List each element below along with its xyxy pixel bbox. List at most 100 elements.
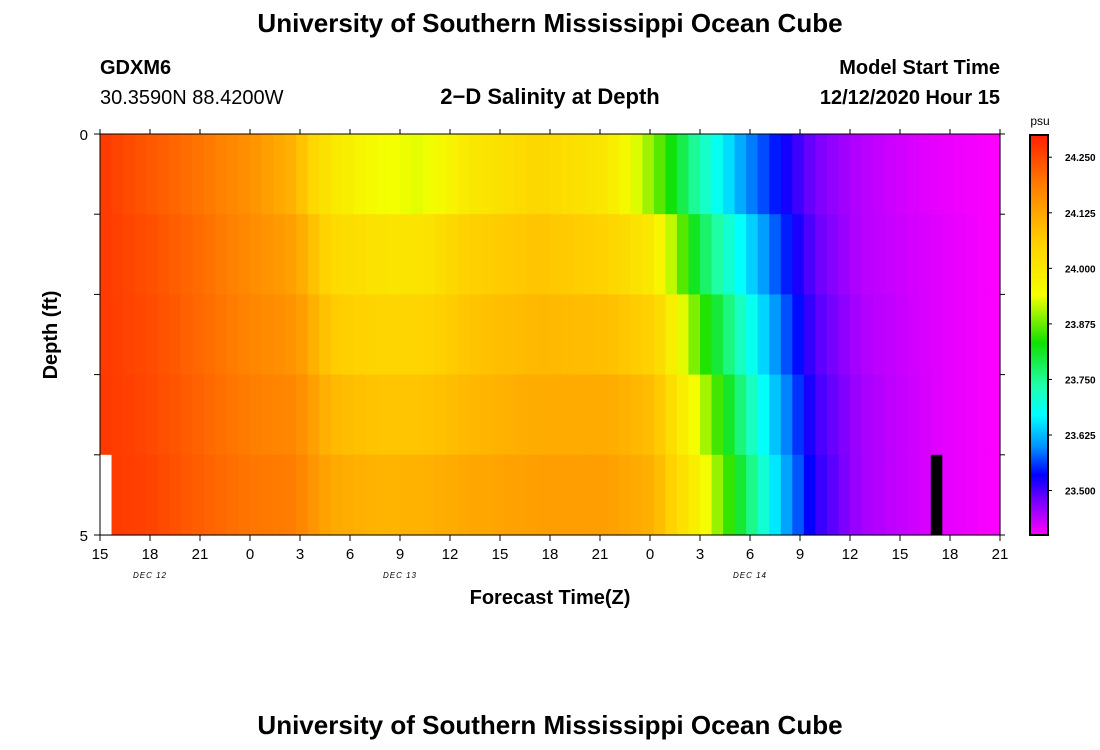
heatmap-cell: [711, 214, 724, 295]
x-tick-label: 21: [592, 546, 609, 563]
heatmap-cell: [919, 214, 932, 295]
heatmap-cell: [769, 214, 782, 295]
model-start-label: Model Start Time: [839, 57, 1000, 79]
heatmap-cell: [261, 134, 274, 215]
heatmap-cell: [238, 214, 251, 295]
heatmap-cell: [261, 214, 274, 295]
heatmap-cell: [642, 134, 655, 215]
x-axis: 15 18 21 0 3 6 9 12 15 18 21 0 3 6 9 12 15 18 21 DEC 12 DEC …: [92, 129, 1008, 580]
heatmap-cell: [100, 214, 113, 295]
heatmap-cell: [307, 454, 320, 536]
heatmap-cell: [746, 214, 759, 295]
heatmap-cell: [965, 134, 978, 215]
heatmap-cell: [930, 374, 943, 456]
heatmap-cell: [792, 454, 805, 536]
heatmap-cell: [215, 214, 228, 295]
heatmap-cell: [273, 214, 286, 295]
heatmap-cell: [734, 294, 747, 376]
heatmap-cell: [561, 454, 574, 536]
heatmap-cell: [492, 294, 505, 376]
heatmap-cell: [757, 454, 770, 536]
heatmap-cell: [492, 454, 505, 536]
heatmap-cell: [400, 294, 413, 376]
heatmap-cell: [411, 374, 424, 456]
heatmap-cell: [250, 374, 263, 456]
y-tick-label: 0: [80, 127, 88, 144]
heatmap-cell: [873, 134, 886, 215]
heatmap-cell: [803, 294, 816, 376]
x-tick-label: 18: [942, 546, 959, 563]
heatmap-cell: [642, 294, 655, 376]
heatmap-cell: [700, 214, 713, 295]
heatmap-cell: [319, 214, 332, 295]
x-tick-label: 9: [796, 546, 804, 563]
heatmap-cell: [642, 374, 655, 456]
heatmap-cell: [250, 294, 263, 376]
heatmap-cell: [838, 214, 851, 295]
heatmap-cell: [861, 454, 874, 536]
heatmap-cell: [192, 214, 205, 295]
heatmap-cell: [226, 374, 240, 456]
heatmap-cell: [792, 214, 805, 295]
heatmap-cell: [526, 214, 540, 295]
x-tick-label: 12: [442, 546, 459, 563]
heatmap-cell: [123, 214, 136, 295]
heatmap-cell: [226, 214, 240, 295]
heatmap-cells: [100, 134, 1001, 536]
heatmap-cell: [446, 454, 459, 536]
x-axis-label: Forecast Time(Z): [470, 587, 631, 609]
heatmap-cell: [376, 294, 390, 376]
heatmap-cell: [826, 214, 840, 295]
heatmap-cell: [457, 214, 470, 295]
heatmap-cell: [976, 214, 990, 295]
heatmap-cell: [250, 214, 263, 295]
heatmap-cell: [665, 454, 678, 536]
heatmap-cell: [134, 374, 147, 456]
heatmap-cell: [457, 374, 470, 456]
heatmap-cell: [480, 374, 493, 456]
heatmap-cell: [930, 134, 943, 215]
heatmap-cell: [503, 374, 516, 456]
heatmap-cell: [838, 134, 851, 215]
date-label: DEC 14: [733, 571, 767, 580]
heatmap-cell: [896, 454, 909, 536]
heatmap-cell: [307, 214, 320, 295]
x-tick-label: 15: [492, 546, 509, 563]
date-label: DEC 13: [383, 571, 417, 580]
heatmap-cell: [469, 214, 482, 295]
heatmap-cell: [157, 294, 170, 376]
missing-data-cell: [930, 454, 943, 535]
heatmap-cell: [630, 294, 643, 376]
heatmap-cell: [284, 134, 297, 215]
heatmap-cell: [550, 294, 563, 376]
heatmap-cell: [238, 294, 251, 376]
heatmap-cell: [342, 214, 355, 295]
heatmap-cell: [330, 214, 343, 295]
heatmap-cell: [838, 454, 851, 536]
heatmap-cell: [619, 294, 632, 376]
heatmap-cell: [226, 294, 240, 376]
heatmap-cell: [503, 214, 516, 295]
heatmap-cell: [953, 134, 966, 215]
heatmap-cell: [838, 374, 851, 456]
heatmap-cell: [607, 294, 620, 376]
heatmap-cell: [307, 134, 320, 215]
heatmap-cell: [965, 294, 978, 376]
heatmap-cell: [215, 454, 228, 536]
heatmap-cell: [261, 454, 274, 536]
heatmap-cell: [157, 454, 170, 536]
heatmap-cell: [169, 454, 182, 536]
colorbar-tick-label: 23.625: [1065, 431, 1096, 442]
heatmap-cell: [157, 374, 170, 456]
heatmap-cell: [734, 214, 747, 295]
heatmap-cell: [826, 134, 840, 215]
heatmap-cell: [307, 294, 320, 376]
heatmap-cell: [434, 134, 447, 215]
heatmap-cell: [561, 134, 574, 215]
heatmap-cell: [688, 134, 701, 215]
heatmap-cell: [123, 454, 136, 536]
heatmap-cell: [469, 134, 482, 215]
heatmap-cell: [284, 374, 297, 456]
heatmap-cell: [965, 454, 978, 536]
heatmap-cell: [423, 134, 436, 215]
